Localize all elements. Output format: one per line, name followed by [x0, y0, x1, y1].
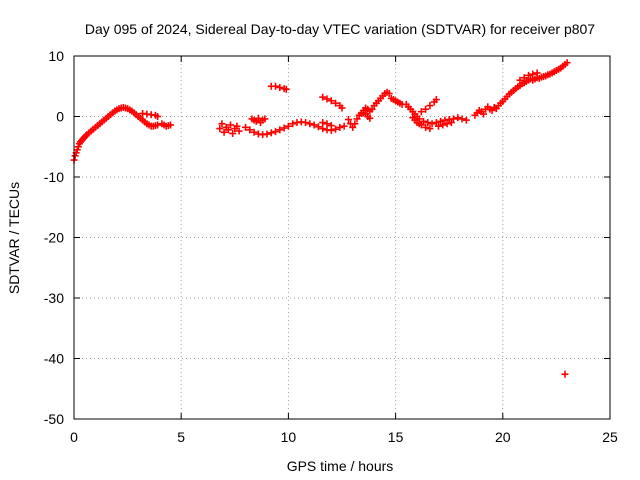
data-point: [154, 113, 162, 120]
data-point: [366, 114, 374, 122]
x-tick-label: 15: [388, 429, 404, 445]
x-tick-label: 20: [495, 429, 511, 445]
y-tick-label: -30: [44, 290, 64, 306]
y-tick-label: 10: [48, 48, 64, 64]
data-point: [323, 95, 331, 103]
data-point: [229, 129, 237, 137]
data-point: [437, 117, 445, 125]
data-point: [344, 116, 352, 124]
data-point: [272, 128, 280, 136]
data-point: [426, 102, 434, 110]
data-point: [439, 121, 447, 129]
data-point: [332, 125, 340, 133]
data-point: [424, 119, 432, 127]
data-point: [443, 120, 451, 128]
data-point: [368, 105, 376, 113]
data-point: [220, 128, 228, 136]
data-point: [166, 121, 174, 129]
data-point: [458, 115, 466, 123]
x-tick-label: 5: [177, 429, 185, 445]
data-point: [447, 119, 455, 127]
data-point: [340, 122, 348, 130]
data-point: [417, 108, 425, 116]
data-point: [235, 127, 243, 135]
axis-ticks: 0 5 10 15 20 25 -50 -40 -30 -20 -10 0 10: [44, 48, 618, 445]
data-point: [454, 114, 462, 122]
data-point: [432, 96, 440, 104]
data-point: [353, 115, 361, 123]
data-point: [422, 123, 430, 131]
data-point: [327, 97, 335, 105]
data-point: [428, 120, 436, 128]
data-point: [216, 125, 224, 133]
data-point: [563, 59, 571, 67]
y-axis-label: SDTVAR / TECUs: [6, 182, 22, 294]
data-point: [314, 123, 322, 131]
data-point: [280, 124, 288, 132]
data-point: [462, 116, 470, 124]
x-axis-label: GPS time / hours: [287, 458, 394, 474]
data-point: [336, 123, 344, 131]
data-point: [520, 74, 528, 82]
data-point: [434, 122, 442, 130]
data-point: [224, 126, 232, 134]
data-point: [449, 115, 457, 123]
data-point: [319, 119, 327, 127]
data-point: [276, 83, 284, 91]
data-point: [516, 76, 524, 84]
data-point: [267, 129, 275, 137]
data-point: [233, 122, 241, 130]
data-point: [289, 120, 297, 128]
data-point: [154, 121, 162, 129]
data-point: [319, 93, 327, 101]
data-point: [323, 120, 331, 128]
data-point: [561, 370, 569, 378]
data-point: [332, 99, 340, 107]
data-point: [529, 70, 537, 78]
data-point: [426, 125, 434, 133]
data-point: [385, 90, 393, 98]
data-point: [327, 122, 335, 130]
data-point: [351, 120, 359, 128]
y-tick-label: -20: [44, 230, 64, 246]
y-tick-label: -40: [44, 351, 64, 367]
x-tick-label: 0: [70, 429, 78, 445]
data-point: [282, 85, 290, 93]
data-point: [480, 110, 488, 118]
data-point: [310, 121, 318, 129]
data-point: [276, 126, 284, 134]
x-tick-label: 10: [281, 429, 297, 445]
data-points: [70, 59, 571, 378]
chart-title: Day 095 of 2024, Sidereal Day-to-day VTE…: [85, 21, 595, 37]
y-tick-label: -50: [44, 411, 64, 427]
data-point: [227, 121, 235, 129]
data-point: [319, 125, 327, 133]
data-point: [218, 120, 226, 128]
data-point: [525, 71, 533, 79]
data-point: [250, 128, 258, 136]
data-point: [254, 114, 262, 122]
data-point: [349, 123, 357, 131]
y-tick-label: -10: [44, 169, 64, 185]
grid: [74, 56, 610, 419]
data-point: [415, 120, 423, 128]
data-point: [261, 115, 269, 123]
data-point: [263, 130, 271, 138]
y-tick-label: 0: [56, 109, 64, 125]
data-point: [242, 123, 250, 131]
data-point: [302, 119, 310, 127]
data-point: [272, 82, 280, 90]
data-point: [533, 69, 541, 77]
data-point: [306, 120, 314, 128]
data-point: [284, 122, 292, 130]
data-point: [422, 105, 430, 113]
data-point: [338, 104, 346, 112]
data-point: [419, 117, 427, 125]
x-tick-label: 25: [602, 429, 618, 445]
data-point: [246, 126, 254, 134]
data-point: [432, 119, 440, 127]
